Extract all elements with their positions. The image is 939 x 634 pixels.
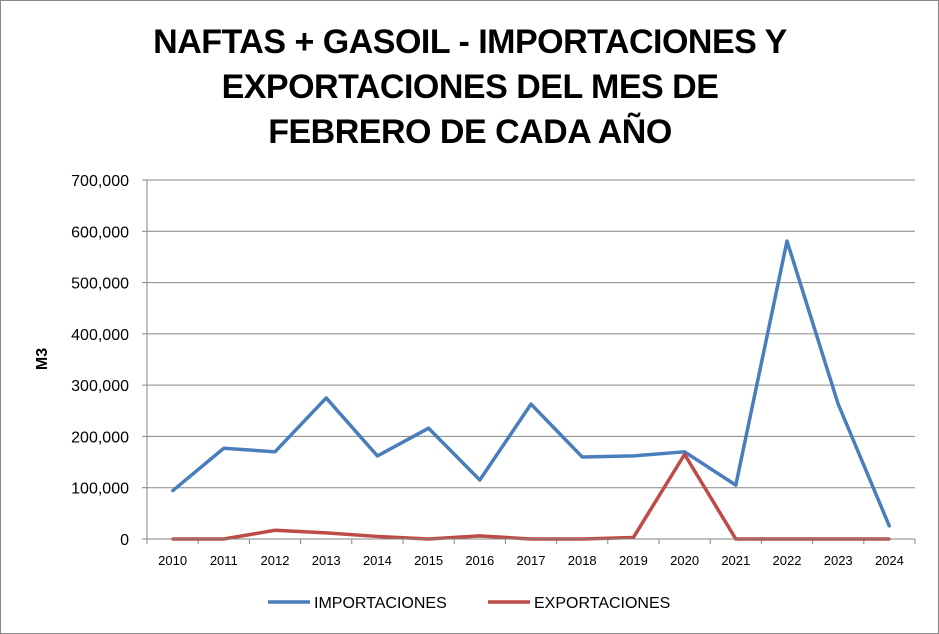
series-line-importaciones bbox=[171, 239, 892, 527]
chart-title: NAFTAS + GASOIL - IMPORTACIONES Y EXPORT… bbox=[80, 20, 860, 155]
y-tick-label: 300,000 bbox=[71, 378, 129, 395]
x-tick-label: 2018 bbox=[568, 553, 597, 568]
data-point bbox=[273, 450, 277, 454]
y-tick-label: 100,000 bbox=[71, 481, 129, 498]
data-point bbox=[683, 450, 687, 454]
y-tick-label: 400,000 bbox=[71, 327, 129, 344]
x-tick-label: 2024 bbox=[875, 553, 904, 568]
title-line-3: FEBRERO DE CADA AÑO bbox=[268, 113, 672, 151]
y-tick-label: 0 bbox=[120, 532, 129, 549]
y-tick-label: 700,000 bbox=[71, 173, 129, 190]
data-point bbox=[324, 531, 328, 535]
data-point bbox=[887, 524, 891, 528]
data-point bbox=[631, 535, 635, 539]
data-point bbox=[529, 402, 533, 406]
data-point bbox=[631, 454, 635, 458]
y-axis-label: M3 bbox=[34, 348, 51, 370]
x-tick-label: 2023 bbox=[824, 553, 853, 568]
x-tick-label: 2019 bbox=[619, 553, 648, 568]
legend-label: IMPORTACIONES bbox=[314, 595, 447, 612]
x-tick-label: 2021 bbox=[721, 553, 750, 568]
data-point bbox=[375, 534, 379, 538]
data-point bbox=[580, 455, 584, 459]
x-tick-label: 2017 bbox=[517, 553, 546, 568]
x-tick-label: 2015 bbox=[414, 553, 443, 568]
data-point bbox=[478, 534, 482, 538]
data-point bbox=[273, 528, 277, 532]
x-tick-label: 2020 bbox=[670, 553, 699, 568]
data-point bbox=[478, 478, 482, 482]
data-point bbox=[222, 446, 226, 450]
data-point bbox=[683, 452, 687, 456]
data-point bbox=[734, 483, 738, 487]
x-tick-label: 2010 bbox=[158, 553, 187, 568]
data-point bbox=[836, 402, 840, 406]
legend-label: EXPORTACIONES bbox=[534, 595, 670, 612]
data-point bbox=[171, 489, 175, 493]
x-tick-label: 2014 bbox=[363, 553, 392, 568]
x-tick-label: 2013 bbox=[312, 553, 341, 568]
y-tick-label: 200,000 bbox=[71, 429, 129, 446]
data-point bbox=[427, 426, 431, 430]
data-point bbox=[324, 396, 328, 400]
title-line-1: NAFTAS + GASOIL - IMPORTACIONES Y bbox=[153, 23, 787, 61]
x-tick-label: 2022 bbox=[773, 553, 802, 568]
x-tick-label: 2012 bbox=[261, 553, 290, 568]
y-tick-label: 600,000 bbox=[71, 224, 129, 241]
series-line-exportaciones bbox=[172, 452, 890, 541]
data-point bbox=[785, 239, 789, 243]
title-line-2: EXPORTACIONES DEL MES DE bbox=[221, 68, 719, 106]
x-tick-label: 2011 bbox=[210, 553, 238, 568]
y-tick-label: 500,000 bbox=[71, 276, 129, 293]
data-point bbox=[375, 454, 379, 458]
x-tick-label: 2016 bbox=[465, 553, 494, 568]
